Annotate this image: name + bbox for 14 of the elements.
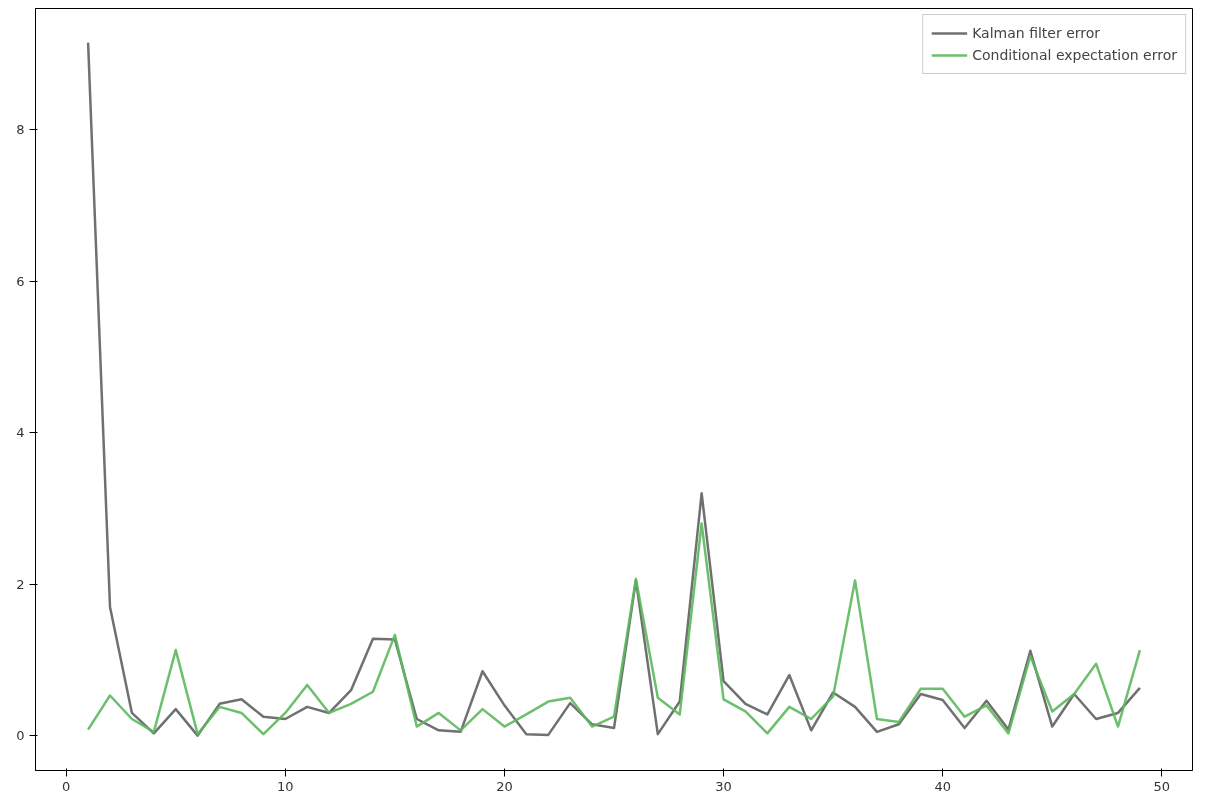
x-tick-label: 40 xyxy=(934,778,951,794)
x-tick-label: 10 xyxy=(277,778,294,794)
y-tick-label: 0 xyxy=(16,728,25,744)
line-series xyxy=(86,522,1142,736)
legend-label: Conditional expectation error xyxy=(972,47,1177,63)
y-tick-label: 6 xyxy=(16,273,25,289)
y-tick-label: 4 xyxy=(16,425,25,441)
y-tick-label: 8 xyxy=(16,122,25,138)
x-tick-label: 20 xyxy=(496,778,513,794)
legend-label: Kalman filter error xyxy=(972,25,1101,41)
x-tick-label: 50 xyxy=(1153,778,1171,794)
x-tick-label: 30 xyxy=(715,778,732,794)
x-tick-label: 0 xyxy=(62,778,71,794)
y-tick-label: 2 xyxy=(16,576,25,592)
